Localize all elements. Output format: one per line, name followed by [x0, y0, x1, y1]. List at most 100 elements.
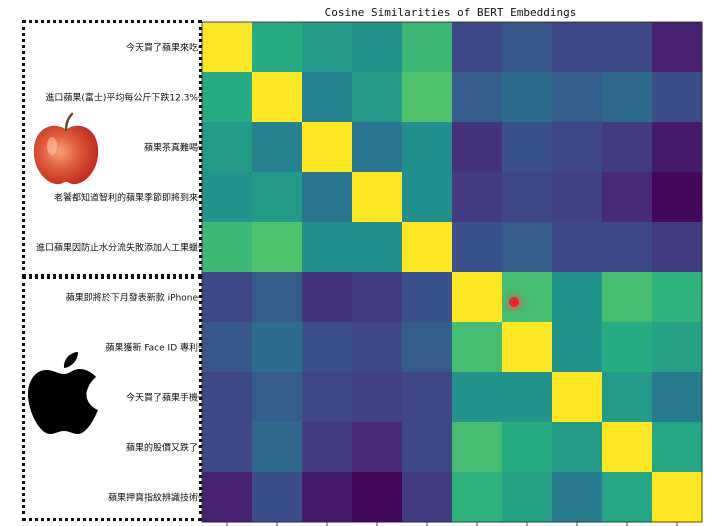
heatmap-cell — [602, 72, 653, 123]
heatmap-cell — [252, 472, 303, 523]
heatmap-cell — [452, 272, 503, 323]
heatmap-cell — [502, 122, 553, 173]
heatmap-cell — [302, 272, 353, 323]
heatmap-cell — [252, 322, 303, 373]
heatmap-cell — [252, 172, 303, 223]
heatmap-cell — [652, 172, 703, 223]
heatmap-cell — [452, 122, 503, 173]
heatmap-cell — [452, 372, 503, 423]
heatmap-cell — [402, 422, 453, 473]
heatmap-cell — [452, 172, 503, 223]
row-label: 蘋果茶真難喝 — [143, 143, 198, 154]
heatmap-cell — [602, 22, 653, 73]
heatmap-cell — [202, 172, 253, 223]
fruit-group-box — [22, 20, 202, 277]
heatmap-cell — [402, 322, 453, 373]
heatmap-cell — [352, 322, 403, 373]
heatmap-cell — [402, 172, 453, 223]
row-label: 蘋果獲新 Face ID 專利 — [105, 343, 198, 354]
heatmap-cell — [552, 472, 603, 523]
heatmap-cell — [252, 22, 303, 73]
heatmap-cell — [552, 272, 603, 323]
heatmap-cell — [652, 422, 703, 473]
heatmap-cell — [302, 72, 353, 123]
heatmap-cell — [452, 422, 503, 473]
company-group-box — [22, 276, 202, 521]
heatmap-cell — [502, 22, 553, 73]
apple-logo-icon — [28, 352, 98, 434]
heatmap-cell — [252, 222, 303, 273]
chart-title: Cosine Similarities of BERT Embeddings — [324, 6, 577, 19]
heatmap-cell — [302, 422, 353, 473]
row-label: 今天買了蘋果手機 — [125, 393, 198, 404]
heatmap-cell — [552, 322, 603, 373]
heatmap-cell — [452, 472, 503, 523]
row-label: 進口蘋果(富士)平均每公斤下跌12.3% — [45, 93, 198, 104]
heatmap-cell — [252, 72, 303, 123]
heatmap-cell — [602, 372, 653, 423]
heatmap-cell — [402, 272, 453, 323]
heatmap-cell — [202, 472, 253, 523]
heatmap-cell — [352, 422, 403, 473]
heatmap-cell — [452, 22, 503, 73]
heatmap-cell — [552, 372, 603, 423]
row-label: 蘋果的股價又跌了 — [125, 443, 198, 454]
heatmap-cell — [502, 222, 553, 273]
heatmap-cell — [202, 372, 253, 423]
heatmap-cell — [452, 222, 503, 273]
heatmap-cell — [352, 372, 403, 423]
row-label: 蘋果押寶指紋辨識技術 — [107, 493, 198, 504]
row-label: 進口蘋果因防止水分流失敗添加人工果蠟 — [35, 243, 198, 254]
heatmap-cell — [402, 22, 453, 73]
heatmap-cell — [552, 222, 603, 273]
heatmap-cell — [352, 22, 403, 73]
heatmap-cell — [252, 372, 303, 423]
heatmap-cell — [252, 272, 303, 323]
heatmap-cell — [352, 122, 403, 173]
heatmap-cell — [652, 222, 703, 273]
heatmap-cell — [502, 472, 553, 523]
heatmap-cell — [302, 22, 353, 73]
heatmap-cell — [502, 372, 553, 423]
heatmap-cell — [652, 72, 703, 123]
heatmap-cell — [302, 372, 353, 423]
heatmap-cell — [502, 172, 553, 223]
heatmap-cell — [402, 372, 453, 423]
heatmap-cell — [402, 122, 453, 173]
apple-fruit-icon — [33, 112, 99, 185]
heatmap-cell — [652, 122, 703, 173]
heatmap-cell — [402, 72, 453, 123]
heatmap-cell — [302, 172, 353, 223]
heatmap-cell — [452, 72, 503, 123]
heatmap-cell — [302, 222, 353, 273]
heatmap-cell — [202, 422, 253, 473]
heatmap-cell — [552, 172, 603, 223]
heatmap-cell — [602, 422, 653, 473]
heatmap-cell — [652, 322, 703, 373]
heatmap-cell — [552, 122, 603, 173]
row-label: 蘋果即將於下月發表新款 iPhone — [65, 293, 198, 304]
heatmap-cell — [202, 22, 253, 73]
heatmap-cell — [502, 272, 553, 323]
heatmap-cell — [202, 322, 253, 373]
heatmap-cell — [252, 122, 303, 173]
row-label: 老饕都知道智利的蘋果季節即將到來 — [53, 193, 198, 204]
heatmap-cell — [502, 322, 553, 373]
heatmap-cell — [352, 272, 403, 323]
heatmap-cell — [402, 222, 453, 273]
heatmap-cell — [652, 372, 703, 423]
heatmap-cell — [202, 122, 253, 173]
heatmap-cell — [552, 422, 603, 473]
heatmap-cell — [602, 222, 653, 273]
heatmap-cell — [502, 72, 553, 123]
heatmap-cell — [352, 222, 403, 273]
heatmap-cell — [202, 72, 253, 123]
heatmap-cell — [202, 222, 253, 273]
heatmap-cell — [552, 22, 603, 73]
heatmap-cell — [602, 122, 653, 173]
heatmap-cell — [252, 422, 303, 473]
cursor-indicator — [509, 297, 519, 307]
heatmap-cell — [352, 472, 403, 523]
heatmap-cell — [352, 72, 403, 123]
